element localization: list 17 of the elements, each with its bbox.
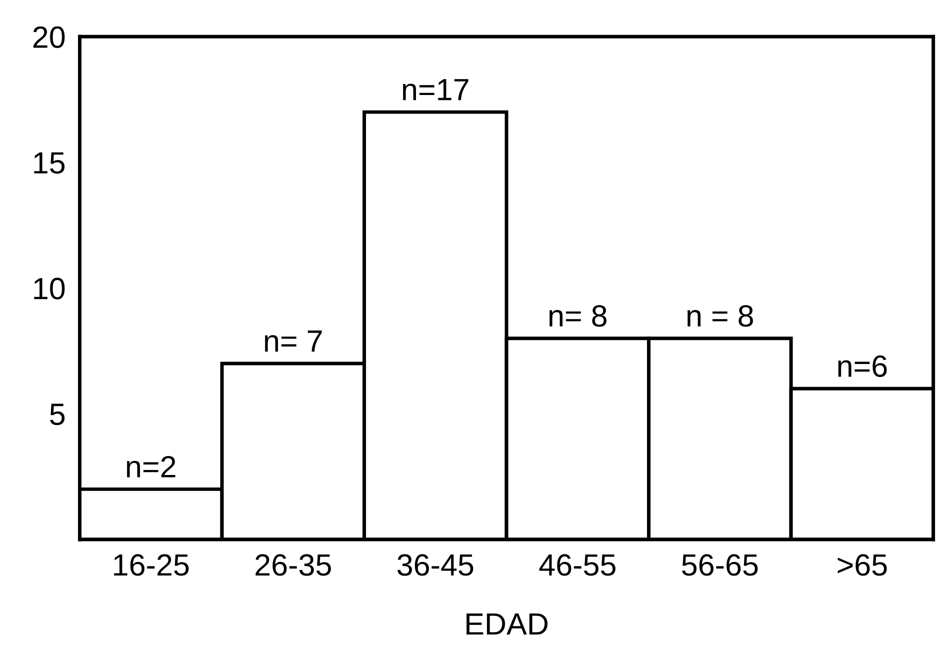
data-label: n=6 — [838, 355, 887, 378]
data-label: n=17 — [403, 79, 468, 100]
x-tick-label: 26-35 — [256, 554, 331, 576]
y-tick-label: 15 — [34, 152, 65, 174]
y-tick-label: 20 — [33, 26, 65, 48]
data-label: n= 7 — [264, 330, 322, 352]
data-label: n= 8 — [550, 305, 606, 327]
x-tick-label: 56-65 — [682, 554, 758, 576]
data-label: n = 8 — [688, 305, 753, 327]
x-tick-label: >65 — [838, 554, 887, 576]
x-tick-label: 36-45 — [397, 554, 474, 576]
y-tick-label: 5 — [50, 404, 65, 426]
data-label: n=2 — [126, 456, 176, 478]
x-axis-title: EDAD — [466, 614, 548, 635]
x-tick-label: 16-25 — [114, 554, 189, 576]
x-tick-label: 46-55 — [539, 554, 616, 576]
y-tick-label: 10 — [34, 278, 65, 300]
